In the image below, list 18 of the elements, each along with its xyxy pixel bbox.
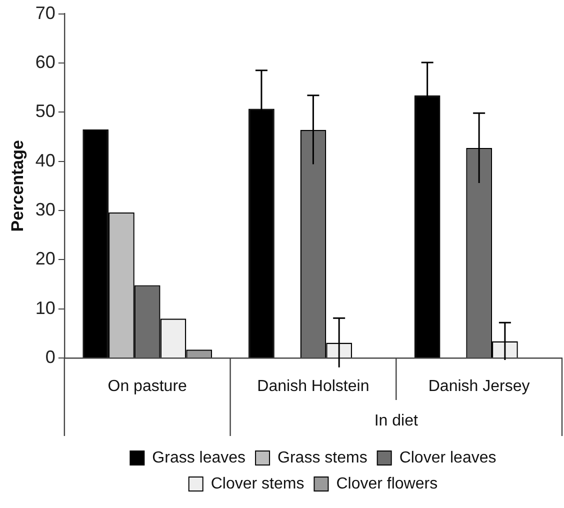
y-tick-label: 60: [35, 52, 56, 72]
legend-label: Grass leaves: [152, 449, 246, 466]
y-tick-label: 40: [35, 150, 56, 170]
x-tick-label: On pasture: [108, 378, 188, 396]
text: In diet: [374, 412, 418, 430]
legend-label: Grass stems: [278, 449, 368, 466]
y-tick-label: 70: [35, 2, 56, 23]
legend-label: Clover stems: [210, 475, 304, 492]
legend-label: Clover flowers: [336, 475, 438, 492]
y-tick-label: 20: [35, 248, 56, 269]
x-tick-label: Danish Holstein: [257, 378, 370, 396]
y-tick-label: 10: [35, 298, 56, 318]
y-axis-title: Percentage: [8, 140, 27, 232]
x-tick-label: Danish Jersey: [428, 378, 530, 396]
y-tick-label: 30: [35, 199, 56, 220]
y-tick-label: 50: [35, 101, 56, 122]
y-tick-label: 0: [45, 346, 56, 367]
legend-label: Clover leaves: [399, 449, 496, 466]
